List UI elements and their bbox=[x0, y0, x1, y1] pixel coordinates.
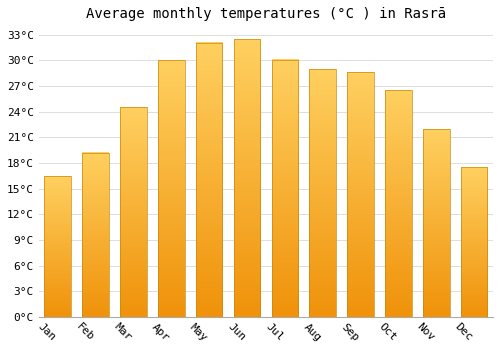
Bar bbox=[348, 72, 374, 317]
Bar bbox=[385, 90, 411, 317]
Title: Average monthly temperatures (°C ) in Rasrā: Average monthly temperatures (°C ) in Ra… bbox=[86, 7, 446, 21]
Bar bbox=[158, 61, 184, 317]
Bar bbox=[310, 69, 336, 317]
Bar bbox=[423, 129, 450, 317]
Bar bbox=[44, 176, 71, 317]
Bar bbox=[272, 60, 298, 317]
Bar bbox=[82, 153, 109, 317]
Bar bbox=[120, 107, 146, 317]
Bar bbox=[196, 42, 222, 317]
Bar bbox=[234, 39, 260, 317]
Bar bbox=[461, 167, 487, 317]
